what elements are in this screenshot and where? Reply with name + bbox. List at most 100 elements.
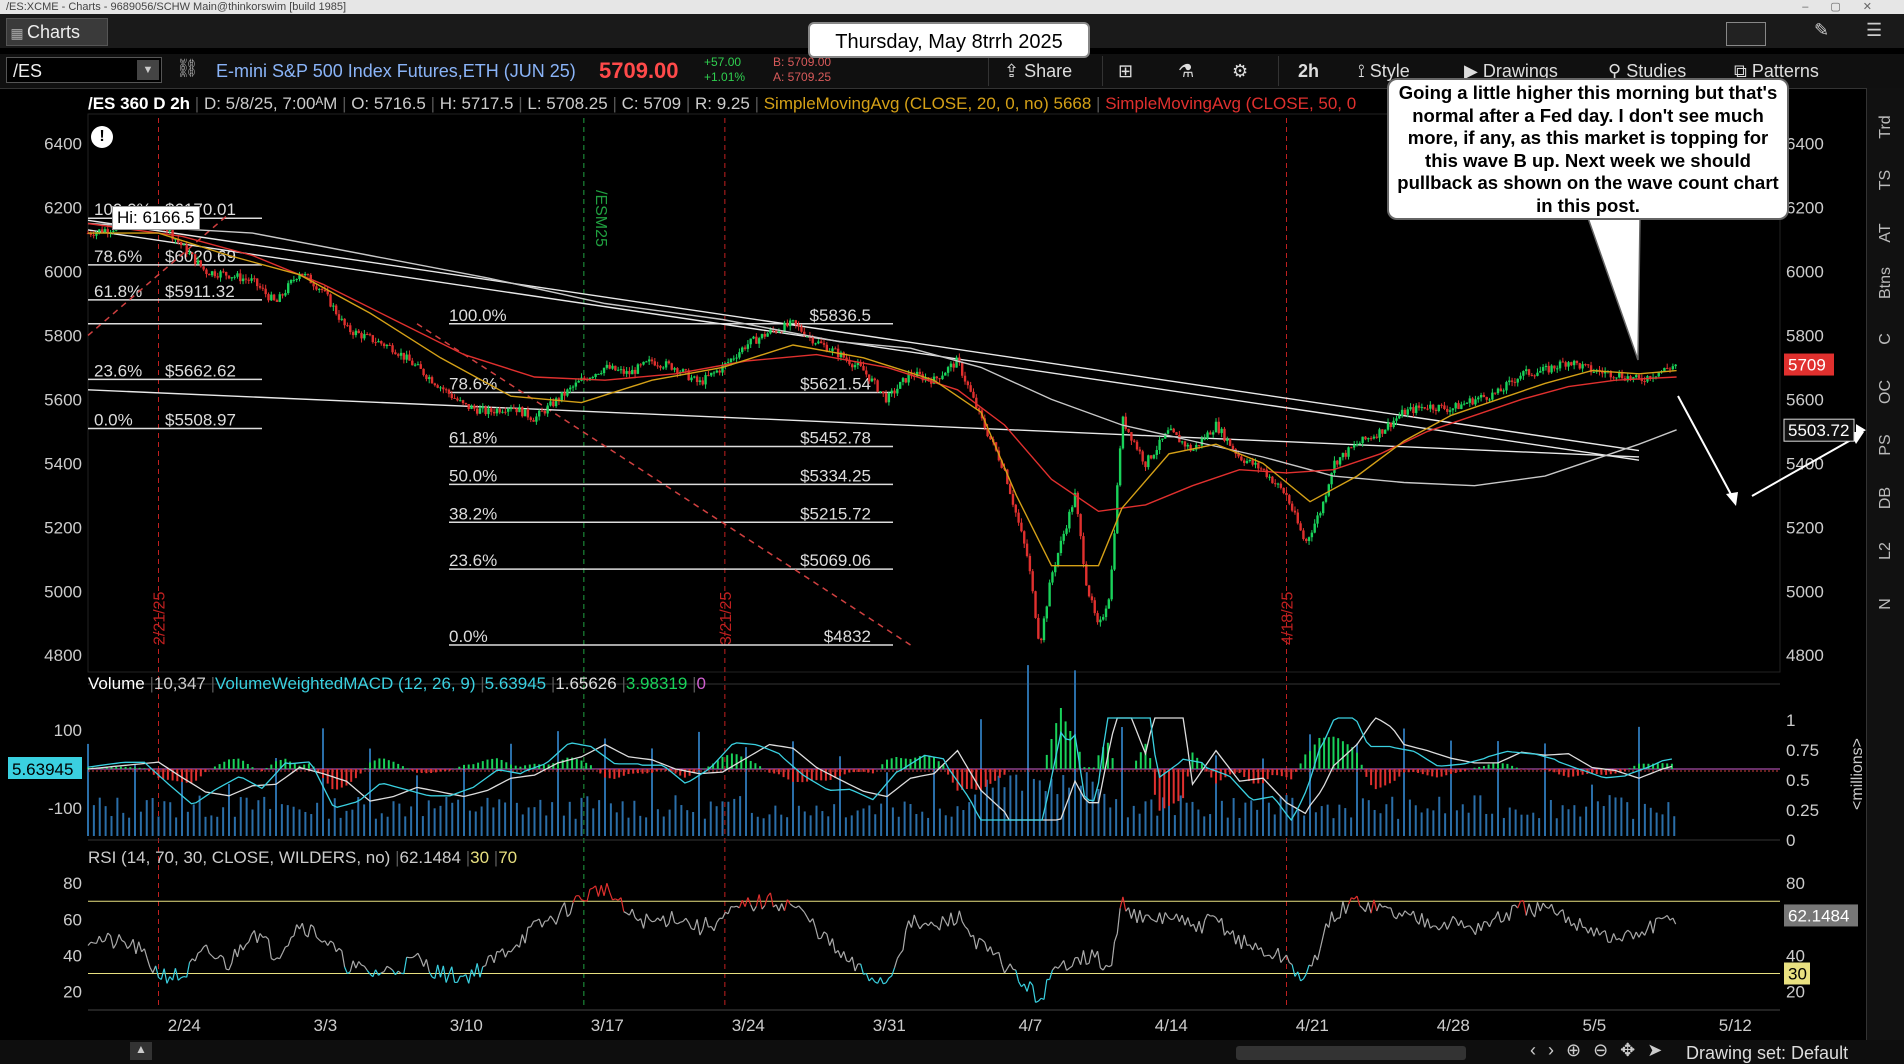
price-candle <box>656 365 659 367</box>
macd-current-label: 5.63945 <box>12 760 73 779</box>
price-candle <box>394 352 397 355</box>
macd-histogram-bar <box>843 769 846 775</box>
flexible-grid-icon[interactable]: ⊞ <box>1118 61 1134 81</box>
price-candle <box>1037 617 1040 639</box>
rsi-line-segment <box>623 911 627 914</box>
macd-histogram-bar <box>608 769 611 779</box>
pin-icon[interactable]: ✎ <box>1814 20 1830 40</box>
macd-histogram-bar <box>806 769 809 782</box>
volume-bar <box>216 816 219 836</box>
symbol-input[interactable]: /ES ▼ <box>6 57 162 83</box>
rsi-line-segment <box>488 954 492 957</box>
price-candle <box>208 274 211 276</box>
scrollbar[interactable] <box>1236 1046 1466 1060</box>
rsi-line-segment <box>273 957 278 961</box>
volume-bar <box>1608 795 1611 836</box>
rsi-line-segment <box>296 924 301 930</box>
rsi-tick-left: 40 <box>63 946 82 965</box>
right-tab-ps[interactable]: PS <box>1877 434 1894 456</box>
rsi-line-segment <box>338 947 343 952</box>
right-tab-c[interactable]: C <box>1877 333 1894 345</box>
expand-icon[interactable]: ▲ <box>130 1042 152 1060</box>
zoom-icons[interactable]: ‹›⊕⊖✥➤ <box>1530 1040 1675 1060</box>
rsi-line-segment <box>998 952 1003 965</box>
rsi-line-segment <box>445 974 450 983</box>
link-icon[interactable]: ⛓ <box>176 58 199 78</box>
volume-bar <box>1032 778 1035 836</box>
patterns-button[interactable]: ⧉ Patterns <box>1734 56 1819 86</box>
volume-bar <box>668 809 671 836</box>
rsi-line-segment <box>146 958 151 968</box>
macd-histogram-bar <box>364 768 367 769</box>
style-button[interactable]: ⟟ Style <box>1358 56 1410 86</box>
drawings-button[interactable]: ▶ Drawings <box>1464 56 1558 86</box>
volume-bar <box>1097 789 1100 836</box>
price-candle <box>693 376 696 378</box>
rsi-line-segment <box>755 894 760 907</box>
rsi-line-segment <box>138 941 143 952</box>
studies-button[interactable]: ⚲ Studies <box>1608 56 1686 86</box>
macd-histogram-bar <box>491 758 494 769</box>
chevron-down-icon[interactable]: ▼ <box>137 60 159 80</box>
alert-icon[interactable]: ! <box>91 126 113 148</box>
macd-histogram-bar <box>557 761 559 769</box>
rsi-line-segment <box>1254 942 1259 950</box>
price-candle <box>1643 380 1646 382</box>
price-candle <box>1457 403 1460 409</box>
price-candle <box>602 367 606 374</box>
rsi-line-segment <box>896 953 901 959</box>
volume-bar <box>351 809 354 836</box>
bar-date: D: 5/8/25, 7:00ᴬM <box>203 94 338 113</box>
rsi-line-segment <box>101 940 106 943</box>
timeframe-button[interactable]: 2h <box>1298 61 1320 81</box>
detach-icon[interactable] <box>1726 22 1766 46</box>
rsi-overbought: 70 <box>498 848 518 867</box>
macd-histogram-bar <box>613 769 616 779</box>
price-candle <box>1203 438 1206 440</box>
volume-bar <box>962 810 965 836</box>
price-candle <box>368 334 372 336</box>
rsi-oversold: 30 <box>470 848 490 867</box>
rsi-line-segment <box>769 892 774 908</box>
right-tab-l2[interactable]: L2 <box>1877 542 1894 560</box>
volume-bar <box>457 799 460 836</box>
fib-right-pct: 61.8% <box>449 428 497 447</box>
price-candle <box>1293 510 1297 513</box>
volume-bar <box>815 805 818 836</box>
macd-histogram-bar <box>679 769 682 776</box>
net-change: +57.00 +1.01% <box>704 55 745 85</box>
price-candle <box>292 279 296 281</box>
rsi-line-segment <box>1119 896 1124 909</box>
right-tab-btns[interactable]: Btns <box>1877 266 1894 299</box>
price-candle <box>106 229 109 234</box>
price-candle <box>529 417 532 420</box>
rsi-line-segment <box>518 934 523 948</box>
right-tab-db[interactable]: DB <box>1877 486 1894 510</box>
price-candle <box>278 294 281 302</box>
price-candle <box>659 365 662 368</box>
flask-icon[interactable]: ⚗ <box>1178 61 1195 81</box>
drawing-set-label[interactable]: Drawing set: Default <box>1686 1043 1849 1063</box>
rsi-line-segment <box>612 898 616 901</box>
price-candle <box>1496 388 1500 394</box>
price-candle <box>1603 371 1607 374</box>
right-tab-at[interactable]: AT <box>1877 223 1894 243</box>
share-button[interactable]: ⇪ Share <box>1004 56 1072 86</box>
price-candle <box>92 234 95 236</box>
macd-histogram-bar <box>1478 766 1481 769</box>
right-tab-trd[interactable]: Trd <box>1877 115 1894 139</box>
rsi-line-segment <box>358 961 363 966</box>
window-controls[interactable]: –▢✕ <box>1802 1 1894 13</box>
right-tab-n[interactable]: N <box>1877 598 1894 610</box>
volume-bar <box>651 748 653 836</box>
menu-icon[interactable]: ☰ <box>1866 20 1883 40</box>
volume-bar <box>169 802 172 836</box>
right-tab-oc[interactable]: OC <box>1877 380 1894 404</box>
gear-icon[interactable]: ⚙ <box>1232 61 1249 81</box>
rsi-line-segment <box>265 936 269 940</box>
fib-left-price: $5662.62 <box>165 361 236 380</box>
macd-histogram-bar <box>1182 769 1185 799</box>
charts-tab[interactable]: ▦ Charts <box>6 18 108 46</box>
right-tab-ts[interactable]: TS <box>1877 169 1894 191</box>
